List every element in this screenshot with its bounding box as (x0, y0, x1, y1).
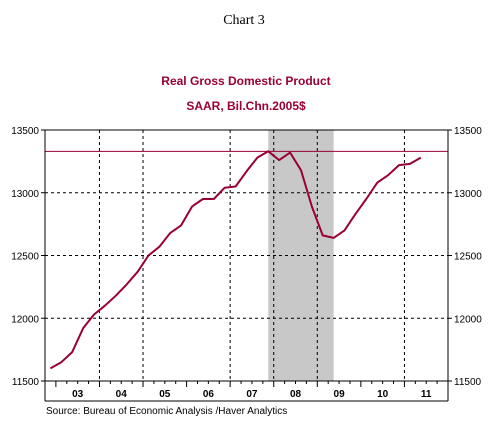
chart-subtitle: SAAR, Bil.Chn.2005$ (186, 99, 306, 113)
x-tick-label: 07 (246, 389, 258, 400)
y-tick-label-right: 13000 (454, 189, 482, 200)
y-tick-label-left: 12500 (11, 252, 39, 263)
y-tick-label-left: 13500 (11, 126, 39, 137)
x-tick-label: 03 (72, 389, 84, 400)
x-tick-label: 08 (290, 389, 302, 400)
x-tick-label: 09 (334, 389, 346, 400)
x-tick-label: 11 (421, 389, 432, 400)
y-tick-label-right: 12500 (454, 252, 482, 263)
y-tick-label-right: 13500 (454, 126, 482, 137)
x-tick-label: 06 (203, 389, 215, 400)
y-tick-label-right: 12000 (454, 314, 482, 325)
y-tick-label-right: 11500 (454, 377, 482, 388)
x-tick-label: 04 (116, 389, 128, 400)
source-note: Source: Bureau of Economic Analysis /Hav… (46, 406, 287, 417)
x-tick-label: 05 (159, 389, 171, 400)
y-tick-label-left: 12000 (11, 314, 39, 325)
series-line (49, 150, 422, 370)
y-tick-label-left: 11500 (12, 377, 40, 388)
chart-label: Chart 3 (223, 13, 265, 28)
y-tick-label-left: 13000 (11, 189, 39, 200)
chart-title: Real Gross Domestic Product (161, 74, 330, 88)
x-tick-label: 10 (377, 389, 389, 400)
